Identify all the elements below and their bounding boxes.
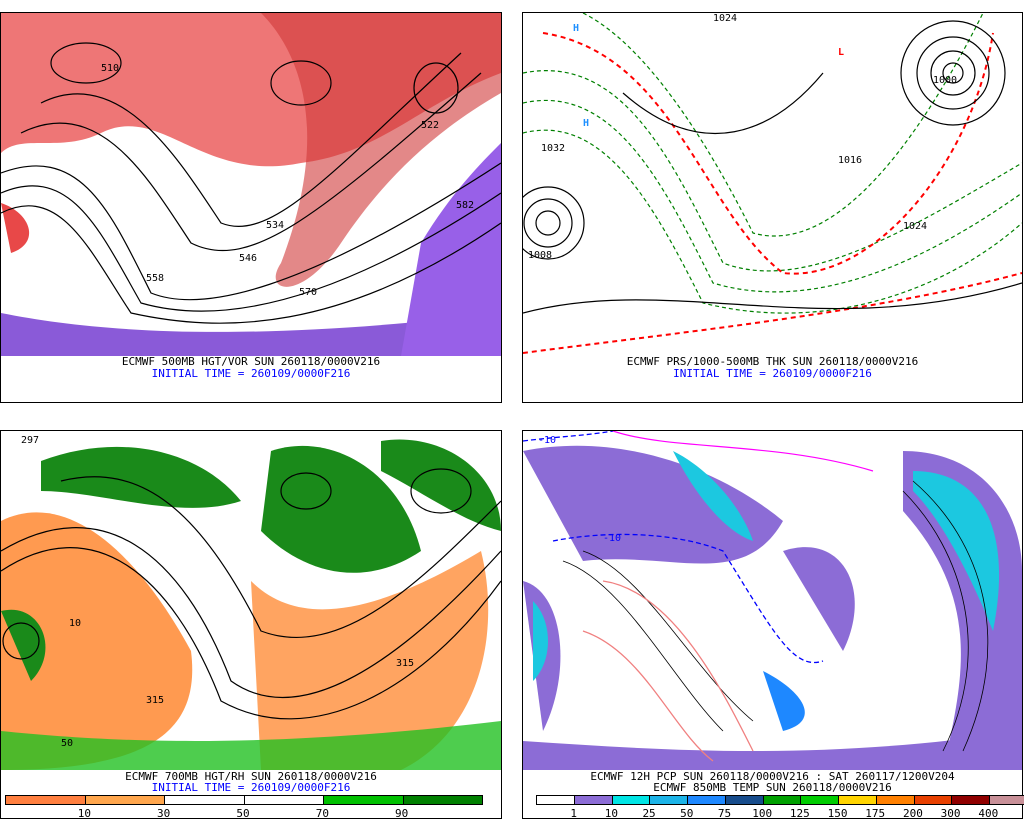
map-precip: -10 -10 bbox=[523, 431, 1022, 770]
colorbar-swatch bbox=[612, 796, 651, 804]
contour-labels: -10 -10 bbox=[538, 435, 621, 544]
colorbar-swatch bbox=[990, 796, 1024, 804]
contour-labels: 1024 1000 1032 1016 1008 1024 bbox=[528, 13, 957, 261]
map-700mb: 297 315 10 50 315 bbox=[1, 431, 501, 770]
colorbar-tick-label: 125 bbox=[789, 807, 810, 820]
colorbar-swatch bbox=[876, 796, 915, 804]
svg-text:H: H bbox=[573, 23, 579, 34]
colorbar-swatch bbox=[952, 796, 991, 804]
svg-text:534: 534 bbox=[266, 220, 284, 231]
colorbar-swatch bbox=[914, 796, 953, 804]
colorbar-tick-label: 90 bbox=[395, 807, 409, 820]
colorbar-tick-label: 30 bbox=[157, 807, 171, 820]
initial-time: INITIAL TIME = 260109/0000F216 bbox=[151, 367, 351, 380]
svg-text:L: L bbox=[838, 47, 844, 58]
initial-time: INITIAL TIME = 260109/0000F216 bbox=[673, 367, 872, 380]
map-500mb: 510 534 546 558 570 582 522 bbox=[1, 13, 501, 356]
panel-title: ECMWF PRS/1000-500MB THK SUN 260118/0000… bbox=[626, 355, 919, 368]
colorbar-tick-label: 50 bbox=[680, 807, 694, 820]
panel-title: ECMWF 12H PCP SUN 260118/0000V216 : SAT … bbox=[590, 770, 955, 783]
colorbar-tick-label: 200 bbox=[902, 807, 923, 820]
pressure-markers: H L H bbox=[573, 23, 844, 129]
colorbar-swatch bbox=[650, 796, 689, 804]
svg-text:1000: 1000 bbox=[933, 75, 957, 86]
colorbar-tick-label: 50 bbox=[236, 807, 250, 820]
colorbar-swatch bbox=[85, 796, 165, 804]
svg-text:297: 297 bbox=[21, 435, 39, 446]
initial-time: INITIAL TIME = 260109/0000F216 bbox=[151, 781, 351, 794]
svg-text:1024: 1024 bbox=[903, 221, 927, 232]
svg-text:1016: 1016 bbox=[838, 155, 862, 166]
colorbar-tick-label: 400 bbox=[978, 807, 999, 820]
svg-text:-10: -10 bbox=[538, 435, 556, 446]
colorbar-swatch bbox=[763, 796, 802, 804]
colorbar-tick-label: 25 bbox=[642, 807, 656, 820]
colorbar-tick-label: 300 bbox=[940, 807, 961, 820]
colorbar-tick-label: 75 bbox=[717, 807, 732, 820]
colorbar-swatch bbox=[688, 796, 726, 804]
svg-text:510: 510 bbox=[101, 63, 119, 74]
svg-text:10: 10 bbox=[69, 618, 81, 629]
panel-precip-850mb-temp: -10 -10 ECMWF 12H PCP SUN 260118/0000V21… bbox=[522, 430, 1024, 820]
colorbar-tick-label: 70 bbox=[315, 807, 329, 820]
colorbar-tick-label: 100 bbox=[752, 807, 773, 820]
contour-labels: 297 315 10 50 315 bbox=[21, 435, 414, 749]
colorbar-tick-label: 10 bbox=[604, 807, 618, 820]
colorbar-tick-label: 150 bbox=[827, 807, 848, 820]
panel-mslp-thickness: H L H 1024 1000 1032 1016 1008 1024 ECMW… bbox=[522, 12, 1023, 403]
svg-text:570: 570 bbox=[299, 287, 317, 298]
svg-text:522: 522 bbox=[421, 120, 439, 131]
svg-text:546: 546 bbox=[239, 253, 257, 264]
colorbar-swatch bbox=[725, 796, 764, 804]
colorbar-swatch bbox=[574, 796, 613, 804]
contour-labels: 510 534 546 558 570 582 522 bbox=[101, 63, 474, 298]
colorbar-swatch bbox=[244, 796, 324, 804]
colorbar-swatch bbox=[324, 796, 404, 804]
svg-text:1024: 1024 bbox=[713, 13, 737, 24]
colorbar-swatch bbox=[165, 796, 245, 804]
colorbar-tick-label: 175 bbox=[865, 807, 886, 820]
svg-text:582: 582 bbox=[456, 200, 474, 211]
colorbar-tick-label: 10 bbox=[77, 807, 91, 820]
svg-text:1008: 1008 bbox=[528, 250, 552, 261]
svg-text:1032: 1032 bbox=[541, 143, 565, 154]
panel-700mb-rh: 297 315 10 50 315 ECMWF 700MB HGT/RH SUN… bbox=[0, 430, 502, 820]
svg-text:50: 50 bbox=[61, 738, 73, 749]
colorbar-swatch bbox=[537, 796, 575, 804]
colorbar-swatch bbox=[801, 796, 840, 804]
panel-500mb-vorticity: 510 534 546 558 570 582 522 ECMWF 500MB … bbox=[0, 12, 502, 403]
colorbar-swatch bbox=[839, 796, 877, 804]
precip-colorbar bbox=[536, 795, 1024, 805]
svg-text:558: 558 bbox=[146, 273, 164, 284]
svg-text:H: H bbox=[583, 118, 589, 129]
panel-subtitle: ECMWF 850MB TEMP SUN 260118/0000V216 bbox=[653, 781, 892, 794]
colorbar-swatch bbox=[403, 796, 482, 804]
map-mslp: H L H 1024 1000 1032 1016 1008 1024 bbox=[523, 13, 1022, 356]
svg-text:315: 315 bbox=[146, 695, 164, 706]
colorbar-swatch bbox=[6, 796, 86, 804]
panel-title: ECMWF 700MB HGT/RH SUN 260118/0000V216 bbox=[125, 770, 377, 783]
colorbar-tick-label: 1 bbox=[570, 807, 577, 820]
rh-colorbar bbox=[5, 795, 483, 805]
panel-title: ECMWF 500MB HGT/VOR SUN 260118/0000V216 bbox=[121, 355, 381, 368]
svg-text:-10: -10 bbox=[603, 533, 621, 544]
svg-text:315: 315 bbox=[396, 658, 414, 669]
